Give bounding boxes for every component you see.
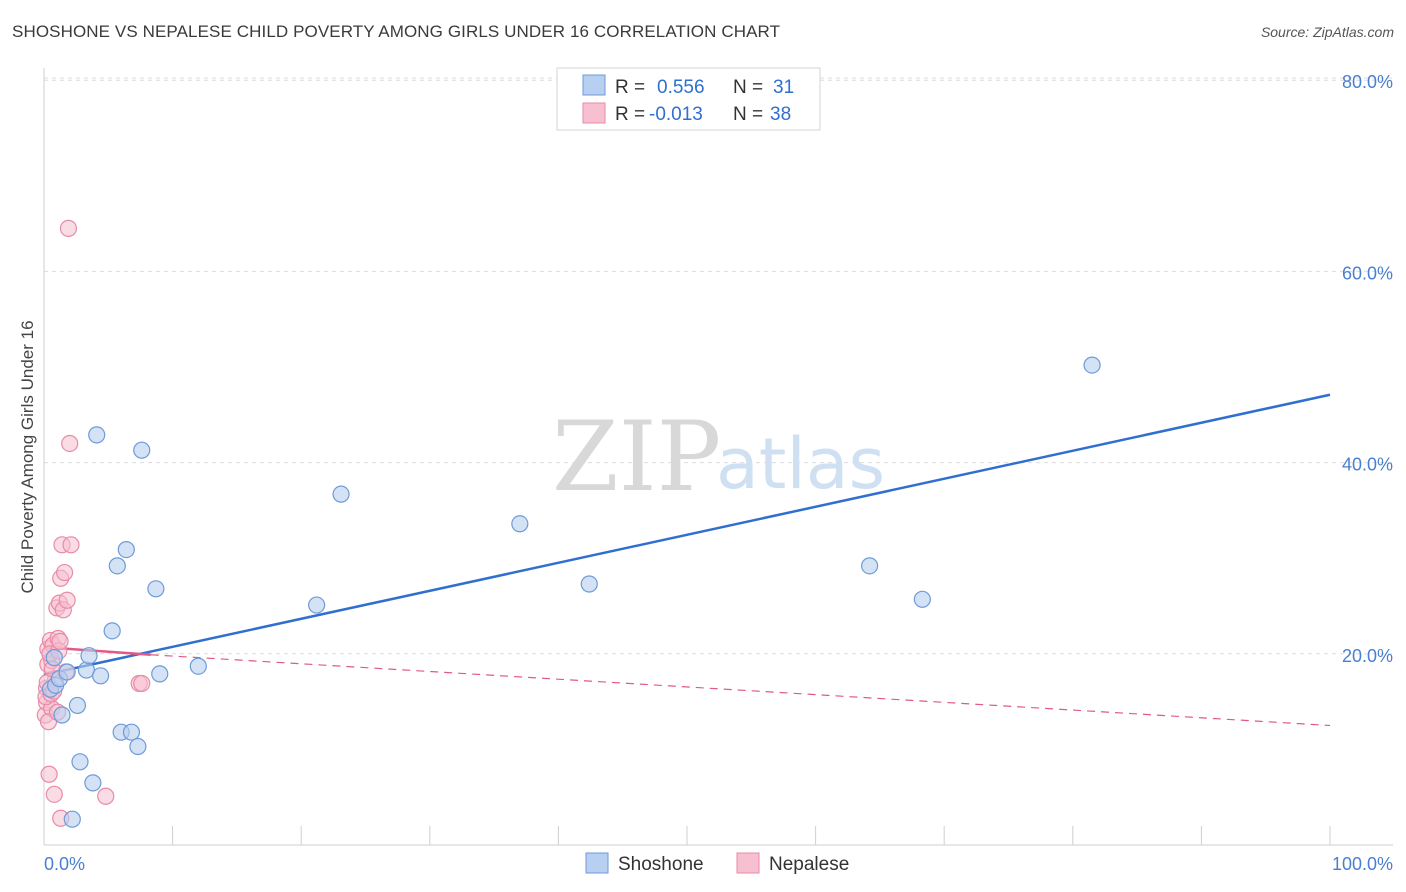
bottom-legend-label-shoshone: Shoshone xyxy=(618,854,704,875)
nepalese-point-19 xyxy=(55,563,74,582)
bottom-legend-swatch-nepalese xyxy=(736,852,760,874)
y-tick-labels: 20.0% 40.0% 60.0% 80.0% xyxy=(1342,72,1393,666)
legend-n-label-shoshone: N = xyxy=(733,77,763,98)
shoshone-point-30 xyxy=(1083,356,1101,374)
nepalese-trend-line-dashed xyxy=(150,654,1331,727)
shoshone-point-10 xyxy=(80,647,98,665)
x-tick-label-max: 100.0% xyxy=(1332,854,1393,874)
x-ticks xyxy=(172,826,1331,845)
shoshone-point-20 xyxy=(133,441,151,459)
shoshone-points xyxy=(41,356,1101,828)
nepalese-point-23 xyxy=(61,434,79,453)
shoshone-point-14 xyxy=(103,622,121,640)
shoshone-point-19 xyxy=(129,737,147,756)
bottom-legend-label-nepalese: Nepalese xyxy=(769,854,849,875)
bottom-legend: Shoshone Nepalese xyxy=(585,852,849,875)
shoshone-point-12 xyxy=(88,426,106,444)
watermark-atlas: atlas xyxy=(716,423,885,505)
shoshone-point-5 xyxy=(58,663,76,681)
legend-swatch-shoshone xyxy=(582,74,606,96)
chart-source: Source: ZipAtlas.com xyxy=(1260,24,1394,40)
shoshone-point-26 xyxy=(511,515,529,533)
shoshone-point-25 xyxy=(332,485,350,503)
shoshone-point-8 xyxy=(71,753,89,771)
shoshone-point-29 xyxy=(913,590,931,608)
shoshone-point-27 xyxy=(580,575,598,593)
legend-r-label-nepalese: R = xyxy=(615,104,645,125)
legend-r-label-shoshone: R = xyxy=(615,77,645,98)
nepalese-point-22 xyxy=(59,219,78,237)
nepalese-point-10 xyxy=(45,785,63,803)
shoshone-point-1 xyxy=(45,649,63,667)
y-tick-label-20: 20.0% xyxy=(1342,646,1393,666)
legend-swatch-nepalese xyxy=(582,102,606,124)
shoshone-point-24 xyxy=(308,596,326,614)
shoshone-point-6 xyxy=(63,810,81,828)
shoshone-point-28 xyxy=(861,557,879,575)
shoshone-point-4 xyxy=(53,706,71,724)
legend-box: R = 0.556 N = 31 R = -0.013 N = 38 xyxy=(556,67,821,131)
shoshone-point-15 xyxy=(108,557,126,575)
shoshone-point-23 xyxy=(189,657,207,675)
shoshone-point-18 xyxy=(122,723,141,741)
y-tick-label-60: 60.0% xyxy=(1342,263,1393,283)
y-tick-label-40: 40.0% xyxy=(1342,455,1393,475)
legend-r-value-shoshone: 0.556 xyxy=(657,77,705,98)
chart-title: SHOSHONE VS NEPALESE CHILD POVERTY AMONG… xyxy=(12,22,781,41)
legend-n-value-nepalese: 38 xyxy=(770,104,791,125)
legend-r-value-nepalese: -0.013 xyxy=(649,104,703,125)
y-axis-label: Child Poverty Among Girls Under 16 xyxy=(18,320,37,593)
grid-lines xyxy=(44,77,1393,655)
shoshone-point-17 xyxy=(117,540,135,559)
bottom-legend-swatch-shoshone xyxy=(585,852,609,874)
shoshone-trend-line xyxy=(43,393,1331,677)
legend-n-label-nepalese: N = xyxy=(733,104,763,125)
y-tick-label-80: 80.0% xyxy=(1342,72,1393,92)
shoshone-point-13 xyxy=(91,667,110,685)
shoshone-point-7 xyxy=(68,696,87,715)
shoshone-point-22 xyxy=(151,665,169,683)
nepalese-point-5 xyxy=(40,765,58,783)
nepalese-point-25 xyxy=(97,787,115,805)
nepalese-point-21 xyxy=(58,591,76,609)
nepalese-point-27 xyxy=(133,674,151,693)
x-tick-label-min: 0.0% xyxy=(44,854,85,874)
nepalese-point-24 xyxy=(62,536,80,554)
watermark-zip: ZIP xyxy=(552,401,721,513)
shoshone-point-11 xyxy=(84,774,102,792)
nepalese-point-37 xyxy=(51,632,69,650)
legend-n-value-shoshone: 31 xyxy=(773,77,794,98)
shoshone-point-21 xyxy=(147,580,165,598)
